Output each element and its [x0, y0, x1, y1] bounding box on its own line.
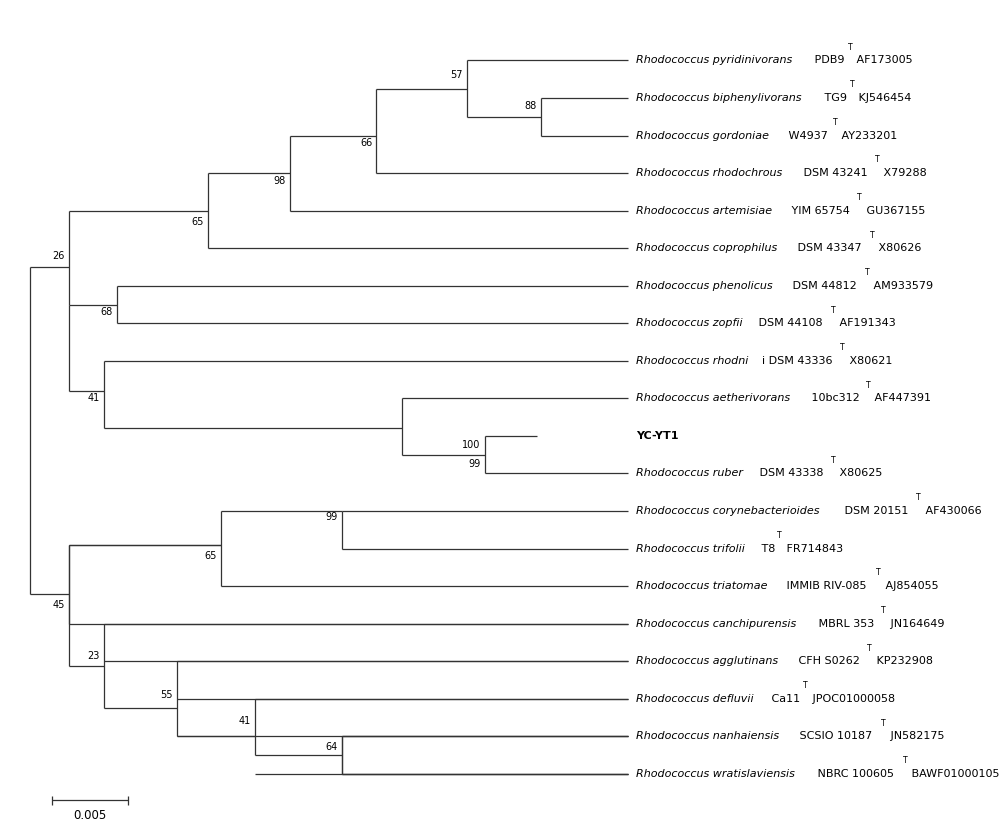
Text: AM933579: AM933579 [870, 280, 933, 291]
Text: T: T [916, 494, 921, 502]
Text: JN164649: JN164649 [887, 619, 944, 629]
Text: T: T [857, 193, 862, 202]
Text: YIM 65754: YIM 65754 [788, 206, 850, 216]
Text: T: T [840, 343, 845, 352]
Text: Rhodococcus defluvii: Rhodococcus defluvii [636, 694, 754, 704]
Text: 66: 66 [360, 138, 372, 148]
Text: KJ546454: KJ546454 [855, 93, 912, 103]
Text: PDB9: PDB9 [811, 55, 844, 65]
Text: Rhodococcus biphenylivorans: Rhodococcus biphenylivorans [636, 93, 802, 103]
Text: T: T [866, 380, 871, 390]
Text: Rhodococcus artemisiae: Rhodococcus artemisiae [636, 206, 772, 216]
Text: T: T [803, 681, 808, 690]
Text: 65: 65 [191, 217, 203, 227]
Text: 55: 55 [160, 690, 173, 700]
Text: DSM 44812: DSM 44812 [789, 280, 857, 291]
Text: 23: 23 [87, 651, 99, 661]
Text: KP232908: KP232908 [873, 656, 933, 666]
Text: Ca11: Ca11 [768, 694, 800, 704]
Text: 99: 99 [468, 459, 480, 469]
Text: i DSM 43336: i DSM 43336 [762, 356, 832, 366]
Text: Rhodococcus rhodni: Rhodococcus rhodni [636, 356, 749, 366]
Text: X80625: X80625 [836, 468, 883, 479]
Text: 68: 68 [100, 307, 112, 317]
Text: T: T [831, 456, 836, 465]
Text: AF191343: AF191343 [836, 318, 896, 328]
Text: AJ854055: AJ854055 [882, 581, 938, 591]
Text: Rhodococcus gordoniae: Rhodococcus gordoniae [636, 131, 769, 141]
Text: DSM 20151: DSM 20151 [841, 506, 909, 516]
Text: Rhodococcus zopfii: Rhodococcus zopfii [636, 318, 743, 328]
Text: X79288: X79288 [880, 168, 927, 178]
Text: T: T [831, 306, 836, 314]
Text: T: T [875, 155, 880, 165]
Text: X80626: X80626 [875, 243, 921, 253]
Text: YC-YT1: YC-YT1 [636, 431, 679, 441]
Text: 88: 88 [524, 101, 537, 111]
Text: Rhodococcus wratislaviensis: Rhodococcus wratislaviensis [636, 769, 795, 779]
Text: DSM 43347: DSM 43347 [794, 243, 862, 253]
Text: T: T [777, 531, 782, 540]
Text: Rhodococcus ruber: Rhodococcus ruber [636, 468, 743, 479]
Text: T: T [870, 231, 874, 240]
Text: Rhodococcus pyridinivorans: Rhodococcus pyridinivorans [636, 55, 792, 65]
Text: DSM 43338: DSM 43338 [756, 468, 823, 479]
Text: T: T [833, 118, 837, 127]
Text: Rhodococcus rhodochrous: Rhodococcus rhodochrous [636, 168, 782, 178]
Text: 99: 99 [325, 512, 337, 522]
Text: T: T [850, 80, 855, 89]
Text: Rhodococcus phenolicus: Rhodococcus phenolicus [636, 280, 773, 291]
Text: 57: 57 [451, 70, 463, 80]
Text: 41: 41 [87, 394, 99, 404]
Text: T: T [881, 719, 886, 728]
Text: Rhodococcus canchipurensis: Rhodococcus canchipurensis [636, 619, 796, 629]
Text: Rhodococcus corynebacterioides: Rhodococcus corynebacterioides [636, 506, 820, 516]
Text: T: T [848, 43, 853, 52]
Text: Rhodococcus coprophilus: Rhodococcus coprophilus [636, 243, 777, 253]
Text: 41: 41 [239, 716, 251, 726]
Text: 64: 64 [325, 743, 337, 753]
Text: NBRC 100605: NBRC 100605 [814, 769, 894, 779]
Text: FR714843: FR714843 [783, 543, 843, 553]
Text: T: T [881, 606, 886, 615]
Text: 100: 100 [462, 440, 480, 450]
Text: Rhodococcus triatomae: Rhodococcus triatomae [636, 581, 768, 591]
Text: 26: 26 [52, 251, 65, 261]
Text: CFH S0262: CFH S0262 [795, 656, 860, 666]
Text: Rhodococcus agglutinans: Rhodococcus agglutinans [636, 656, 778, 666]
Text: T: T [867, 643, 872, 653]
Text: 0.005: 0.005 [73, 810, 107, 822]
Text: DSM 44108: DSM 44108 [755, 318, 823, 328]
Text: JN582175: JN582175 [887, 731, 944, 741]
Text: 45: 45 [52, 600, 65, 609]
Text: SCSIO 10187: SCSIO 10187 [796, 731, 872, 741]
Text: X80621: X80621 [846, 356, 892, 366]
Text: TG9: TG9 [821, 93, 847, 103]
Text: MBRL 353: MBRL 353 [815, 619, 874, 629]
Text: T8: T8 [758, 543, 775, 553]
Text: 98: 98 [273, 175, 286, 185]
Text: Rhodococcus trifolii: Rhodococcus trifolii [636, 543, 745, 553]
Text: Rhodococcus nanhaiensis: Rhodococcus nanhaiensis [636, 731, 779, 741]
Text: BAWF01000105: BAWF01000105 [908, 769, 1000, 779]
Text: AF447391: AF447391 [871, 394, 931, 404]
Text: 10bc312: 10bc312 [808, 394, 860, 404]
Text: JPOC01000058: JPOC01000058 [809, 694, 895, 704]
Text: IMMIB RIV-085: IMMIB RIV-085 [783, 581, 867, 591]
Text: T: T [876, 568, 881, 577]
Text: T: T [903, 756, 908, 765]
Text: 65: 65 [204, 551, 216, 561]
Text: DSM 43241: DSM 43241 [800, 168, 867, 178]
Text: AF430066: AF430066 [922, 506, 981, 516]
Text: Rhodococcus aetherivorans: Rhodococcus aetherivorans [636, 394, 790, 404]
Text: AY233201: AY233201 [838, 131, 897, 141]
Text: T: T [865, 268, 869, 277]
Text: AF173005: AF173005 [853, 55, 913, 65]
Text: W4937: W4937 [785, 131, 828, 141]
Text: GU367155: GU367155 [863, 206, 925, 216]
